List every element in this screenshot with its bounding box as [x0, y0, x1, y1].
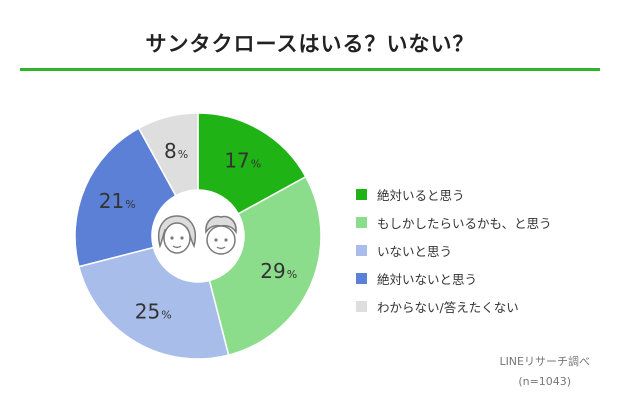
slice-value-label: 21%: [99, 189, 136, 213]
legend-item: もしかしたらいるかも、と思う: [356, 208, 552, 236]
person-left-icon: [158, 215, 196, 254]
legend-item: 絶対いないと思う: [356, 264, 552, 292]
legend: 絶対いると思う もしかしたらいるかも、と思う いないと思う 絶対いないと思う わ…: [356, 180, 552, 320]
legend-swatch: [356, 244, 367, 256]
legend-item: わからない/答えたくない: [356, 292, 552, 320]
chart-title: サンタクロースはいる？いない？: [145, 32, 475, 56]
legend-label: 絶対いないと思う: [377, 271, 478, 287]
slice-value-label: 17%: [224, 148, 261, 172]
legend-swatch: [356, 272, 367, 284]
pie-slice: [208, 175, 322, 357]
pie-slice: [77, 246, 230, 360]
legend-label: わからない/答えたくない: [377, 299, 519, 315]
slice-value-label: 25%: [135, 300, 172, 324]
legend-swatch: [356, 188, 367, 200]
pie-slice: [137, 112, 199, 197]
people-icon: [158, 215, 237, 255]
person-right-icon: [205, 215, 237, 255]
legend-item: 絶対いると思う: [356, 180, 552, 208]
legend-swatch: [356, 300, 367, 312]
sample-size: (n=1043): [518, 375, 572, 388]
legend-label: もしかしたらいるかも、と思う: [377, 215, 552, 231]
slice-value-label: 8%: [164, 139, 188, 163]
legend-item: いないと思う: [356, 236, 552, 264]
source-note: LINEリサーチ調べ (n=1043): [499, 352, 590, 392]
slice-value-label: 29%: [260, 259, 297, 283]
title-divider: [20, 68, 600, 71]
legend-swatch: [356, 216, 367, 228]
legend-label: 絶対いると思う: [377, 187, 465, 203]
pie-slice: [74, 127, 177, 268]
pie-slice: [197, 112, 307, 215]
source-credit: LINEリサーチ調べ: [499, 355, 590, 368]
legend-label: いないと思う: [377, 243, 453, 259]
